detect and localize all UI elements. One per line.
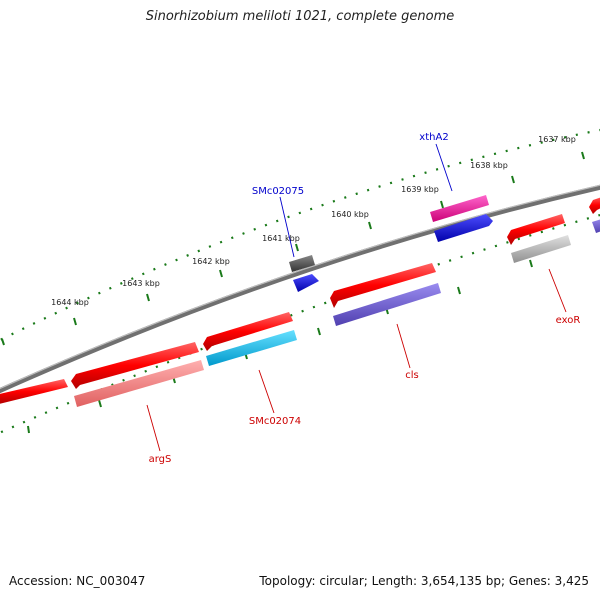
gene-labels: xthA2 SMc02075 exoR cls SMc02074 argS bbox=[149, 132, 581, 465]
major-ticks-outer bbox=[1, 151, 585, 346]
tick-label: 1639 kbp bbox=[401, 185, 439, 194]
gene-label-cls[interactable]: cls bbox=[405, 370, 419, 381]
genome-backbone bbox=[0, 184, 600, 394]
gene-arrow[interactable] bbox=[507, 214, 565, 245]
cds-block[interactable] bbox=[592, 218, 600, 233]
forward-genes bbox=[0, 195, 600, 404]
gene-arrow[interactable] bbox=[203, 312, 293, 351]
genome-summary-text: Topology: circular; Length: 3,654,135 bp… bbox=[259, 574, 589, 588]
gene-arrow[interactable] bbox=[330, 263, 436, 308]
leader-line-SMc02075 bbox=[279, 196, 295, 258]
cds-block[interactable] bbox=[434, 214, 493, 242]
gene-label-xthA2[interactable]: xthA2 bbox=[419, 132, 448, 143]
tick-label: 1644 kbp bbox=[51, 298, 89, 307]
gene-label-argS[interactable]: argS bbox=[149, 454, 172, 465]
cds-block[interactable] bbox=[206, 330, 297, 366]
cds-block[interactable] bbox=[511, 235, 571, 263]
gene-arrow[interactable] bbox=[71, 342, 199, 389]
leader-line-SMc02074 bbox=[258, 369, 275, 414]
tick-label: 1643 kbp bbox=[122, 279, 160, 288]
cds-block[interactable] bbox=[333, 283, 441, 326]
leader-line-cls bbox=[396, 323, 411, 369]
map-title: Sinorhizobium meliloti 1021, complete ge… bbox=[145, 9, 455, 24]
tick-label: 1640 kbp bbox=[331, 210, 369, 219]
gene-arrow[interactable] bbox=[589, 196, 600, 214]
gene-label-exoR[interactable]: exoR bbox=[556, 315, 581, 326]
gene-arrow[interactable] bbox=[289, 255, 315, 272]
cds-block[interactable] bbox=[74, 360, 204, 407]
cds-features bbox=[74, 214, 600, 407]
gene-label-SMc02075[interactable]: SMc02075 bbox=[252, 186, 304, 197]
tick-label: 1638 kbp bbox=[470, 161, 508, 170]
leader-line-xthA2 bbox=[435, 143, 453, 192]
tick-label: 1641 kbp bbox=[262, 234, 300, 243]
tick-label: 1637 kbp bbox=[538, 135, 576, 144]
accession-text: Accession: NC_003047 bbox=[9, 574, 146, 588]
cds-block[interactable] bbox=[293, 274, 319, 292]
inner-tick-ring bbox=[0, 213, 600, 434]
gene-arrow[interactable] bbox=[0, 379, 68, 404]
tick-labels: 1637 kbp 1638 kbp 1639 kbp 1640 kbp 1641… bbox=[51, 135, 576, 307]
outer-tick-ring bbox=[0, 128, 600, 342]
gene-label-SMc02074[interactable]: SMc02074 bbox=[249, 416, 301, 427]
leader-line-exoR bbox=[548, 268, 567, 313]
tick-label: 1642 kbp bbox=[192, 257, 230, 266]
gene-arrow[interactable] bbox=[430, 195, 489, 222]
leader-line-argS bbox=[146, 404, 161, 452]
leader-lines bbox=[146, 143, 567, 452]
